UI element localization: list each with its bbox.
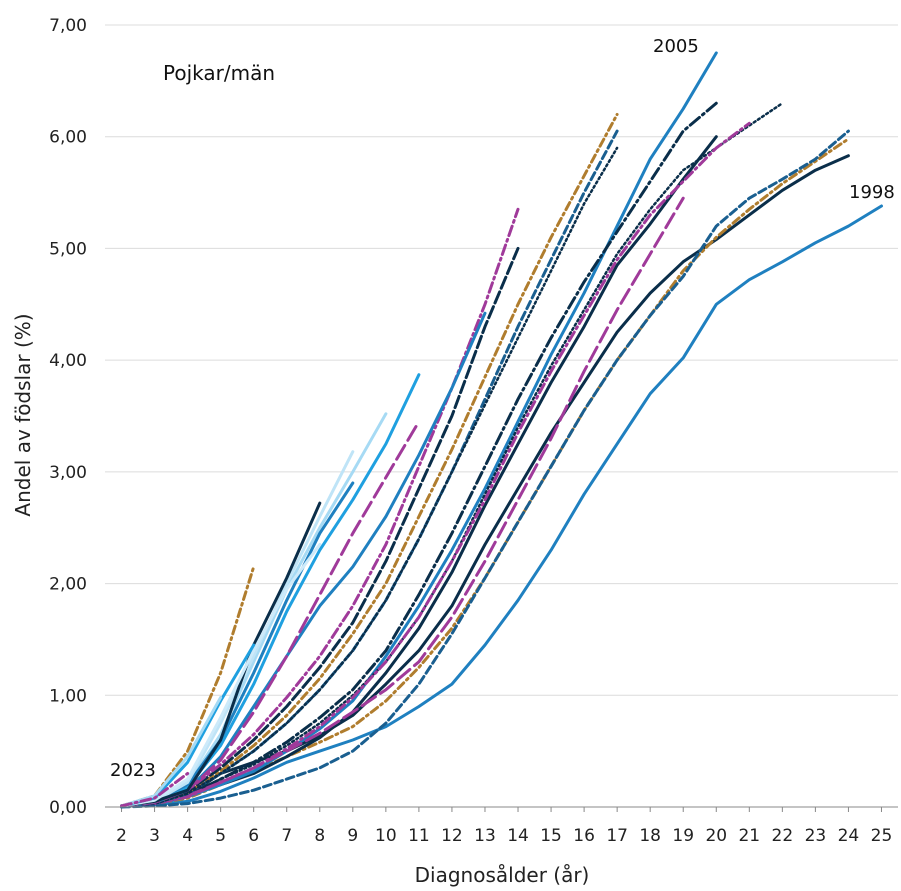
x-axis-ticks: 2 3 4 5 6 7 8 9 10 11 12 13 14 15 16 17 18 19 20 21 22 23 24 25 bbox=[116, 807, 892, 846]
series-line bbox=[120, 696, 223, 808]
x-tick-label: 14 bbox=[507, 826, 529, 846]
x-axis-title: Diagnosålder (år) bbox=[415, 863, 590, 887]
series-line bbox=[120, 543, 322, 808]
x-tick-label: 10 bbox=[375, 826, 397, 846]
x-tick-label: 20 bbox=[705, 826, 727, 846]
series-lines bbox=[120, 51, 883, 809]
series-line bbox=[120, 196, 685, 808]
label-1998: 1998 bbox=[849, 182, 895, 203]
label-2005: 2005 bbox=[653, 36, 699, 57]
y-axis-title: Andel av födslar (%) bbox=[11, 313, 35, 516]
series-line bbox=[120, 204, 883, 808]
series-line bbox=[120, 154, 850, 808]
x-tick-label: 8 bbox=[314, 826, 325, 846]
y-tick-label: 1,00 bbox=[49, 686, 87, 706]
series-line bbox=[120, 51, 718, 808]
label-2023: 2023 bbox=[110, 760, 156, 781]
x-tick-label: 7 bbox=[281, 826, 292, 846]
y-tick-label: 2,00 bbox=[49, 575, 87, 595]
x-tick-label: 19 bbox=[672, 826, 694, 846]
x-tick-label: 18 bbox=[639, 826, 661, 846]
x-tick-label: 15 bbox=[540, 826, 562, 846]
x-tick-label: 23 bbox=[805, 826, 827, 846]
x-tick-label: 4 bbox=[182, 826, 193, 846]
x-tick-label: 25 bbox=[871, 826, 893, 846]
x-tick-label: 3 bbox=[149, 826, 160, 846]
x-tick-label: 21 bbox=[738, 826, 760, 846]
x-tick-label: 13 bbox=[474, 826, 496, 846]
x-tick-label: 17 bbox=[606, 826, 628, 846]
series-line bbox=[120, 129, 850, 809]
series-line bbox=[120, 129, 619, 808]
group-label: Pojkar/män bbox=[163, 61, 275, 85]
y-tick-label: 4,00 bbox=[49, 351, 87, 371]
x-tick-label: 11 bbox=[408, 826, 430, 846]
x-tick-label: 6 bbox=[248, 826, 259, 846]
y-tick-label: 0,00 bbox=[49, 798, 87, 818]
y-tick-label: 6,00 bbox=[49, 128, 87, 148]
y-axis-ticks: 0,00 1,00 2,00 3,00 4,00 5,00 6,00 7,00 bbox=[49, 16, 87, 818]
series-line bbox=[120, 146, 619, 808]
x-tick-label: 12 bbox=[441, 826, 463, 846]
y-tick-label: 7,00 bbox=[49, 16, 87, 36]
series-line bbox=[120, 373, 421, 808]
x-tick-label: 16 bbox=[573, 826, 595, 846]
x-tick-label: 2 bbox=[116, 826, 127, 846]
x-tick-label: 22 bbox=[772, 826, 794, 846]
y-tick-label: 3,00 bbox=[49, 463, 87, 483]
x-tick-label: 24 bbox=[838, 826, 860, 846]
y-tick-label: 5,00 bbox=[49, 239, 87, 259]
x-tick-label: 9 bbox=[347, 826, 358, 846]
x-tick-label: 5 bbox=[215, 826, 226, 846]
series-line bbox=[120, 772, 190, 808]
series-line bbox=[120, 112, 619, 808]
